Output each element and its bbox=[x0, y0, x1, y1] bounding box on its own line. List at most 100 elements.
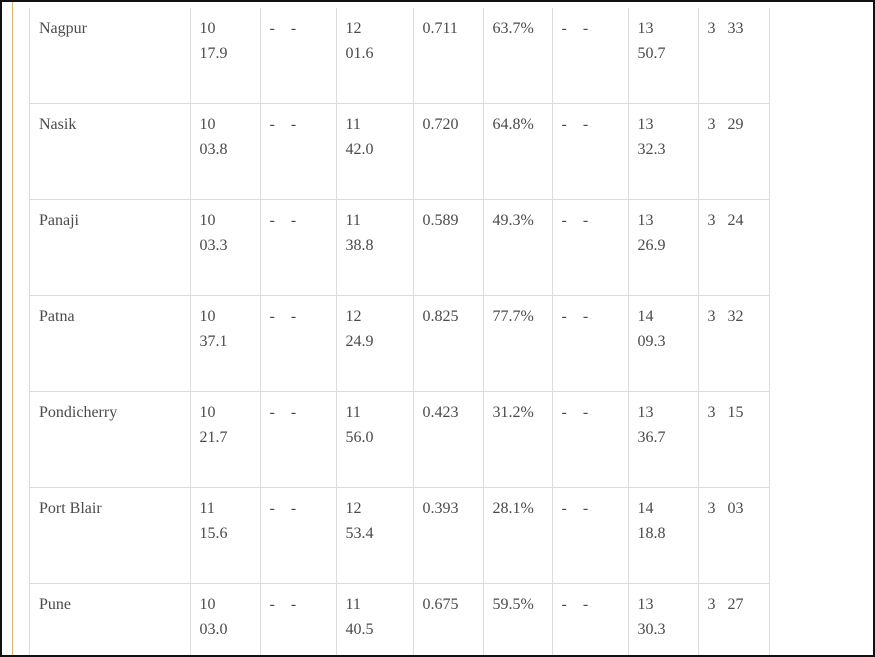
obscuration-value: 28.1% bbox=[492, 500, 534, 517]
begin-minute: 03.0 bbox=[199, 621, 228, 638]
magnitude-value: 0.423 bbox=[422, 404, 459, 421]
magnitude-value: 0.675 bbox=[422, 596, 459, 613]
max-minute: 24.9 bbox=[345, 333, 374, 350]
end-hour: 13 bbox=[637, 596, 654, 613]
magnitude-value: 0.720 bbox=[422, 116, 459, 133]
placeholder-dash: - - bbox=[269, 20, 303, 37]
city-name: Pune bbox=[39, 596, 71, 613]
magnitude-cell: 0.589 bbox=[413, 199, 484, 296]
dash-cell: - - bbox=[552, 487, 629, 584]
begin-time-cell: 11 15.6 bbox=[190, 487, 261, 584]
dash-cell: - - bbox=[260, 295, 337, 392]
begin-time-cell: 10 17.9 bbox=[190, 8, 261, 104]
obscuration-cell: 77.7% bbox=[483, 295, 553, 392]
begin-hour: 10 bbox=[199, 308, 216, 325]
city-cell: Panaji bbox=[30, 199, 191, 296]
end-time-cell: 13 32.3 bbox=[628, 103, 699, 200]
magnitude-value: 0.589 bbox=[422, 212, 459, 229]
table-row: Pondicherry 10 21.7 - - 11 56.0 0.423 31.2% - - 1… bbox=[30, 391, 769, 488]
magnitude-value: 0.711 bbox=[422, 20, 458, 37]
end-minute: 36.7 bbox=[637, 429, 666, 446]
duration-value: 3 32 bbox=[707, 308, 744, 325]
table-row: Patna 10 37.1 - - 12 24.9 0.825 77.7% - - 14 09.3 3… bbox=[30, 295, 769, 392]
placeholder-dash: - - bbox=[561, 308, 595, 325]
magnitude-cell: 0.825 bbox=[413, 295, 484, 392]
end-minute: 26.9 bbox=[637, 237, 666, 254]
dash-cell: - - bbox=[552, 103, 629, 200]
begin-hour: 11 bbox=[199, 500, 215, 517]
max-time-cell: 12 53.4 bbox=[336, 487, 414, 584]
begin-time-cell: 10 37.1 bbox=[190, 295, 261, 392]
city-name: Port Blair bbox=[39, 500, 102, 517]
max-time-cell: 11 40.5 bbox=[336, 583, 414, 655]
max-hour: 12 bbox=[345, 20, 362, 37]
end-minute: 30.3 bbox=[637, 621, 666, 638]
end-time-cell: 13 26.9 bbox=[628, 199, 699, 296]
obscuration-value: 59.5% bbox=[492, 596, 534, 613]
placeholder-dash: - - bbox=[561, 596, 595, 613]
max-minute: 42.0 bbox=[345, 141, 374, 158]
magnitude-cell: 0.423 bbox=[413, 391, 484, 488]
begin-minute: 03.3 bbox=[199, 237, 228, 254]
magnitude-cell: 0.720 bbox=[413, 103, 484, 200]
end-hour: 14 bbox=[637, 500, 654, 517]
eclipse-timings-table: Nagpur 10 17.9 - - 12 01.6 0.711 63.7% - - 13 50.7… bbox=[30, 8, 769, 655]
magnitude-cell: 0.393 bbox=[413, 487, 484, 584]
dash-cell: - - bbox=[552, 199, 629, 296]
dash-cell: - - bbox=[260, 583, 337, 655]
max-minute: 01.6 bbox=[345, 45, 374, 62]
duration-value: 3 29 bbox=[707, 116, 744, 133]
dash-cell: - - bbox=[552, 391, 629, 488]
city-name: Nagpur bbox=[39, 20, 87, 37]
end-hour: 14 bbox=[637, 308, 654, 325]
duration-cell: 3 15 bbox=[698, 391, 769, 488]
duration-cell: 3 33 bbox=[698, 8, 769, 104]
obscuration-value: 64.8% bbox=[492, 116, 534, 133]
begin-time-cell: 10 03.8 bbox=[190, 103, 261, 200]
page-accent-rule bbox=[12, 2, 13, 655]
end-time-cell: 13 50.7 bbox=[628, 8, 699, 104]
city-name: Panaji bbox=[39, 212, 79, 229]
placeholder-dash: - - bbox=[561, 404, 595, 421]
end-hour: 13 bbox=[637, 404, 654, 421]
table-container: Nagpur 10 17.9 - - 12 01.6 0.711 63.7% - - 13 50.7… bbox=[29, 8, 770, 655]
magnitude-cell: 0.711 bbox=[413, 8, 484, 104]
duration-value: 3 33 bbox=[707, 20, 744, 37]
begin-minute: 03.8 bbox=[199, 141, 228, 158]
max-time-cell: 11 42.0 bbox=[336, 103, 414, 200]
begin-minute: 37.1 bbox=[199, 333, 228, 350]
dash-cell: - - bbox=[260, 487, 337, 584]
city-cell: Patna bbox=[30, 295, 191, 392]
city-cell: Pune bbox=[30, 583, 191, 655]
dash-cell: - - bbox=[552, 583, 629, 655]
end-hour: 13 bbox=[637, 212, 654, 229]
table-row: Panaji 10 03.3 - - 11 38.8 0.589 49.3% - - 13 26.9… bbox=[30, 199, 769, 296]
begin-time-cell: 10 03.0 bbox=[190, 583, 261, 655]
begin-minute: 17.9 bbox=[199, 45, 228, 62]
placeholder-dash: - - bbox=[269, 404, 303, 421]
placeholder-dash: - - bbox=[269, 116, 303, 133]
begin-minute: 21.7 bbox=[199, 429, 228, 446]
dash-cell: - - bbox=[552, 8, 629, 104]
max-hour: 12 bbox=[345, 500, 362, 517]
placeholder-dash: - - bbox=[269, 308, 303, 325]
end-time-cell: 14 09.3 bbox=[628, 295, 699, 392]
city-name: Patna bbox=[39, 308, 75, 325]
max-hour: 11 bbox=[345, 212, 361, 229]
table-row: Pune 10 03.0 - - 11 40.5 0.675 59.5% - - 13 30.3 3 … bbox=[30, 583, 769, 655]
city-cell: Pondicherry bbox=[30, 391, 191, 488]
duration-cell: 3 29 bbox=[698, 103, 769, 200]
city-name: Pondicherry bbox=[39, 404, 118, 421]
begin-time-cell: 10 21.7 bbox=[190, 391, 261, 488]
dash-cell: - - bbox=[260, 391, 337, 488]
end-hour: 13 bbox=[637, 116, 654, 133]
max-minute: 40.5 bbox=[345, 621, 374, 638]
obscuration-value: 31.2% bbox=[492, 404, 534, 421]
end-time-cell: 13 36.7 bbox=[628, 391, 699, 488]
placeholder-dash: - - bbox=[269, 500, 303, 517]
magnitude-value: 0.393 bbox=[422, 500, 459, 517]
duration-value: 3 24 bbox=[707, 212, 744, 229]
end-hour: 13 bbox=[637, 20, 654, 37]
dash-cell: - - bbox=[552, 295, 629, 392]
